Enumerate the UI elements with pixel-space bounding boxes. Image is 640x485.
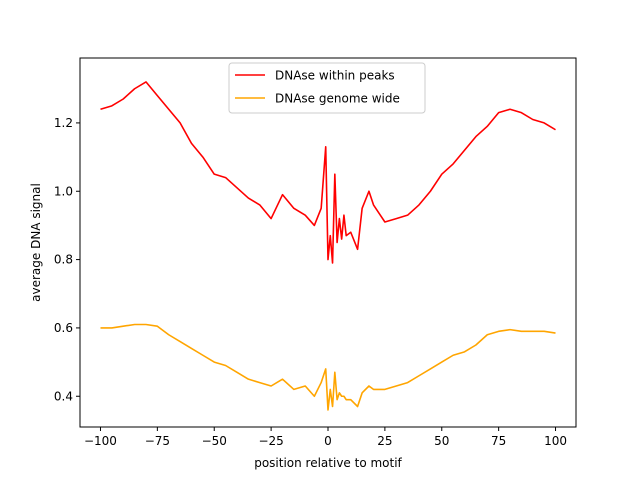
- y-tick-label: 0.6: [54, 321, 73, 335]
- x-tick-label: 50: [434, 434, 449, 448]
- series-line-dnase-genome-wide: [100, 323, 556, 411]
- x-tick-label: −75: [145, 434, 170, 448]
- plot-area: [100, 81, 556, 411]
- x-tick-label: 25: [377, 434, 392, 448]
- y-tick-label: 0.8: [54, 253, 73, 267]
- y-tick-label: 0.4: [54, 389, 73, 403]
- x-axis-label: position relative to motif: [254, 456, 402, 470]
- x-tick-label: 75: [491, 434, 506, 448]
- y-tick-label: 1.2: [54, 116, 73, 130]
- series-line-dnase-within-peaks: [100, 81, 556, 264]
- x-tick-label: 100: [544, 434, 567, 448]
- x-axis: −100 −75 −50 −25 0 25 50 75 100: [84, 427, 567, 448]
- y-axis-label: average DNA signal: [29, 183, 43, 302]
- axes-frame: [79, 57, 577, 428]
- x-tick-label: −50: [202, 434, 227, 448]
- legend-label-dnase-genome-wide: DNAse genome wide: [275, 92, 400, 106]
- legend-label-dnase-within-peaks: DNAse within peaks: [275, 69, 395, 83]
- x-tick-label: 0: [324, 434, 332, 448]
- y-axis: 0.4 0.6 0.8 1.0 1.2: [54, 116, 80, 403]
- legend: DNAse within peaks DNAse genome wide: [228, 62, 426, 114]
- legend-box: [228, 62, 426, 114]
- x-tick-label: −25: [258, 434, 283, 448]
- y-tick-label: 1.0: [54, 184, 73, 198]
- x-tick-label: −100: [84, 434, 117, 448]
